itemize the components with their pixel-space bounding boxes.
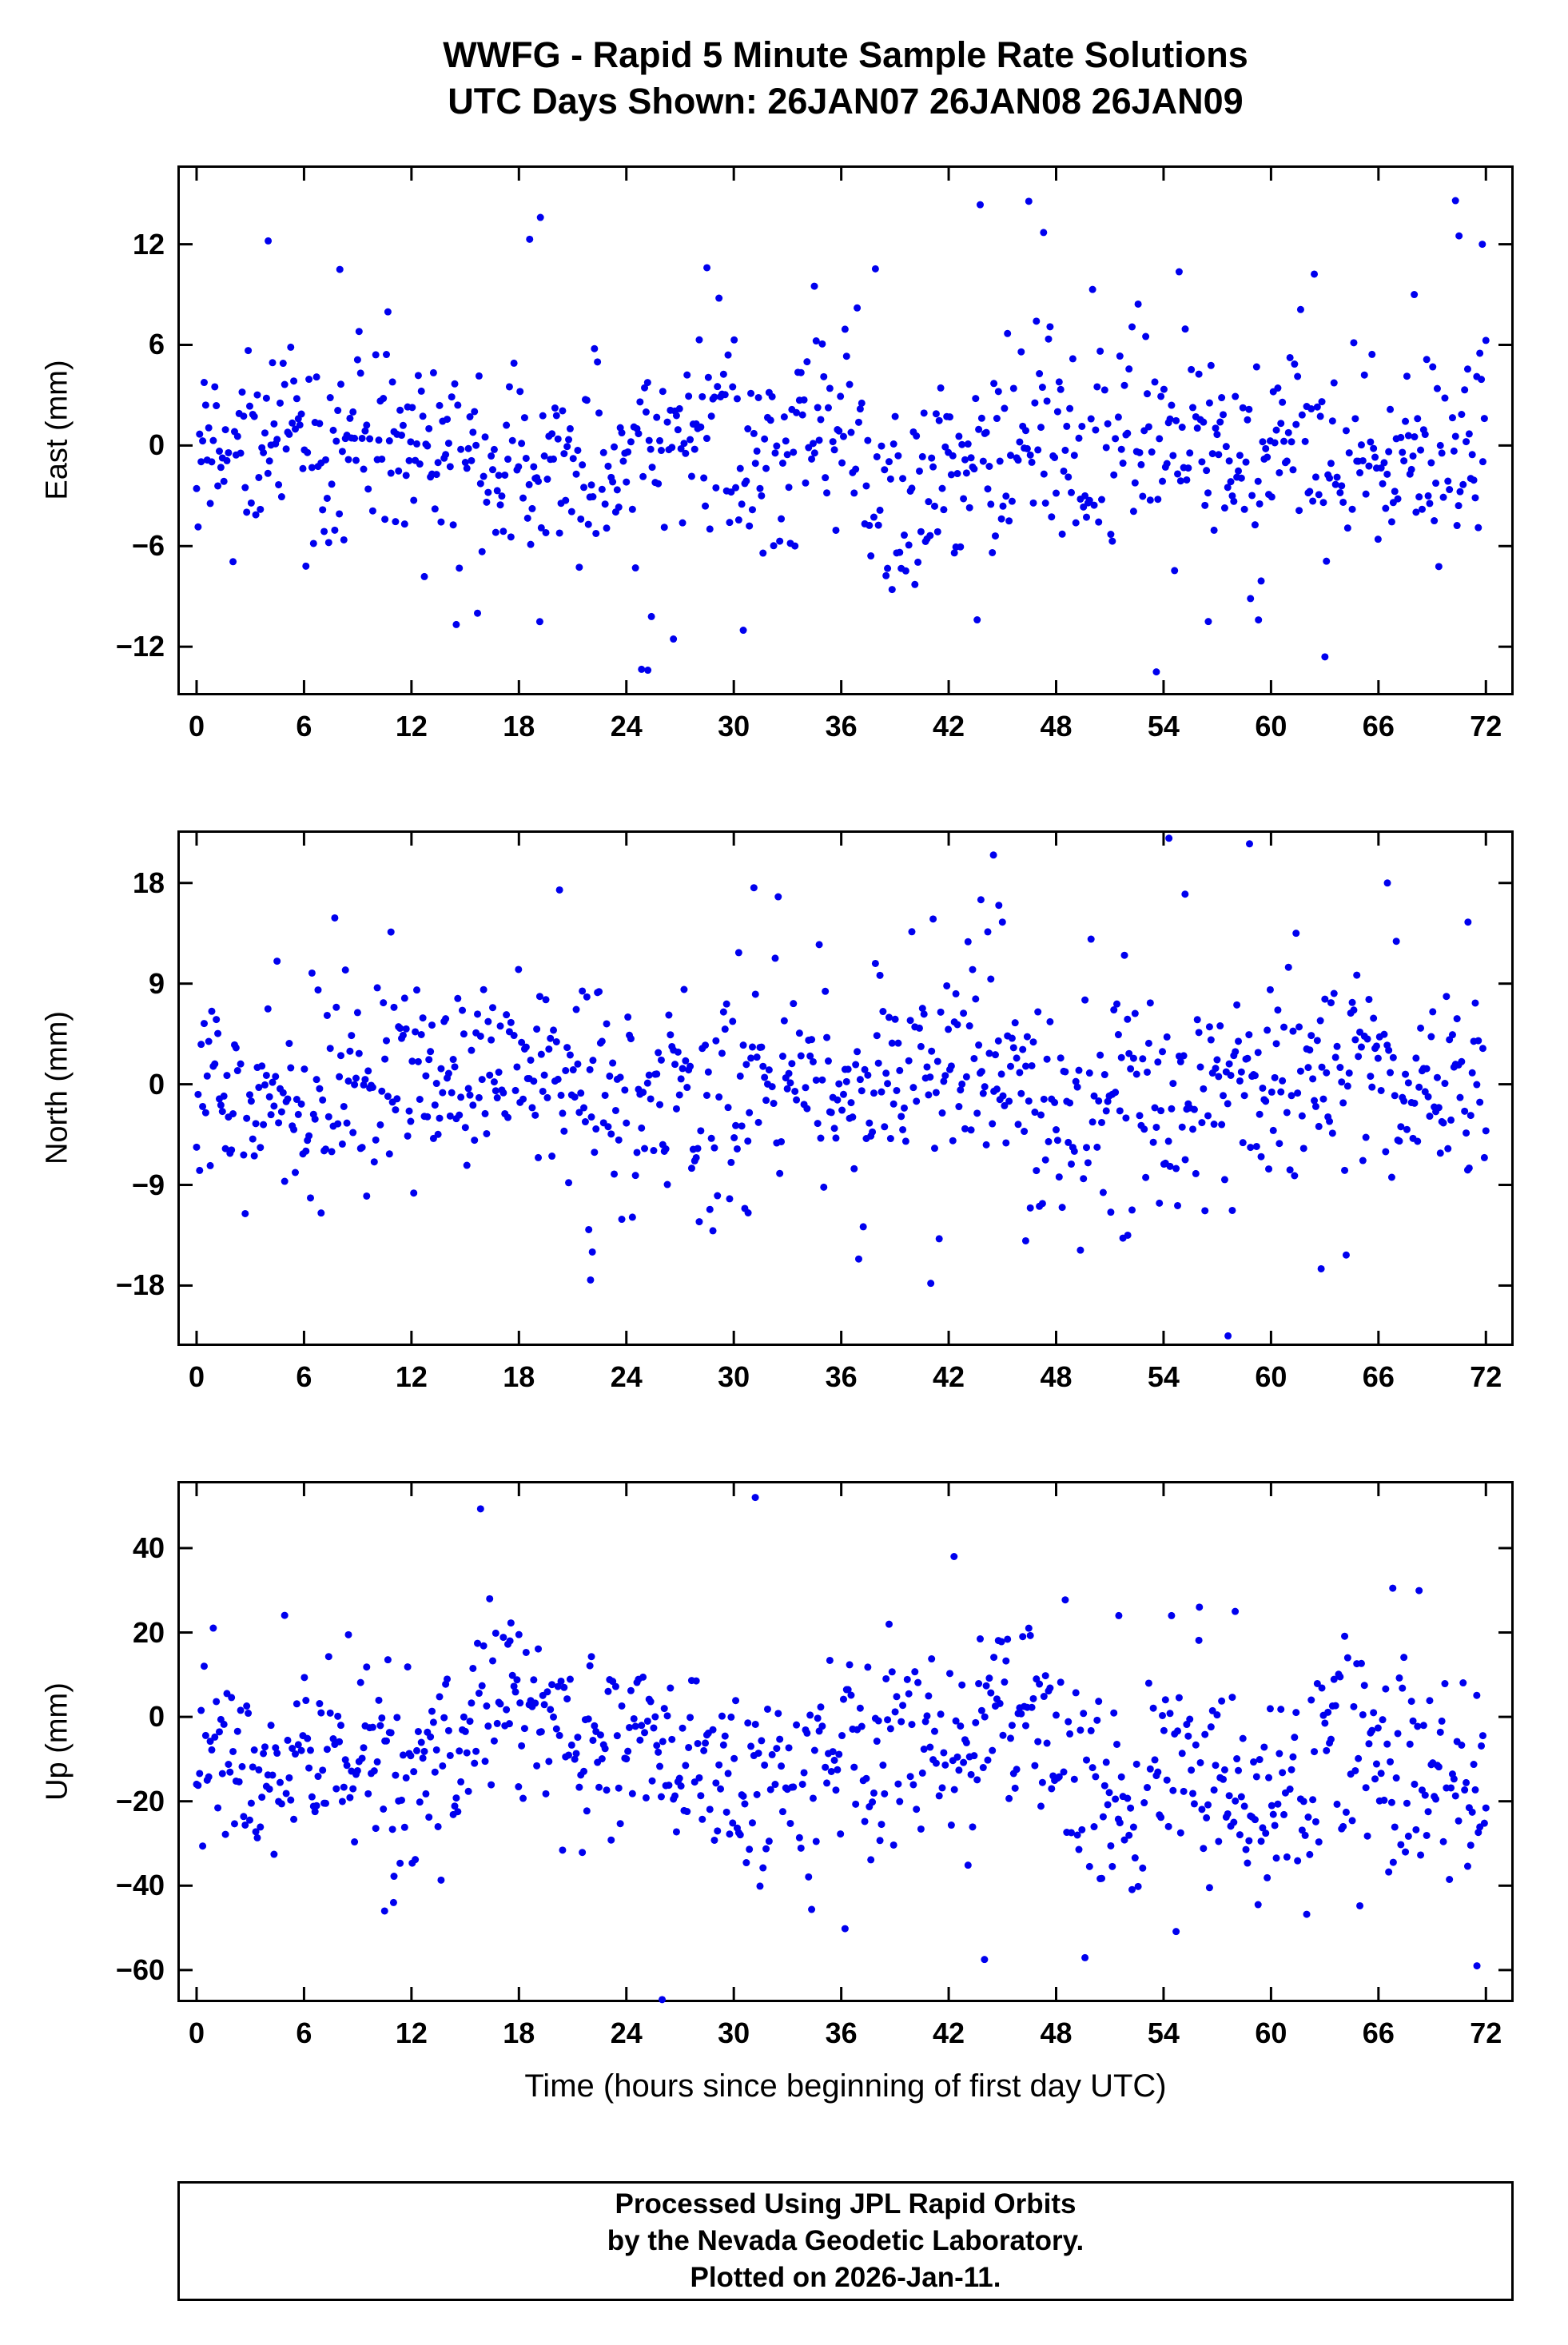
up-axis-label: Up (mm) (40, 1682, 74, 1801)
x-tick-label: 0 (188, 710, 205, 743)
x-tick-label: 72 (1470, 1360, 1502, 1393)
x-tick-label: 60 (1255, 710, 1287, 743)
y-tick-label: 6 (148, 328, 165, 361)
y-tick-label: 18 (132, 866, 165, 899)
axis-ticks (180, 833, 1511, 1344)
chart-title-line2: UTC Days Shown: 26JAN07 26JAN08 26JAN09 (448, 81, 1244, 121)
x-tick-label: 54 (1147, 2017, 1180, 2049)
x-tick-label: 18 (503, 710, 535, 743)
y-tick-label: −9 (131, 1168, 165, 1201)
x-tick-label: 12 (395, 2017, 428, 2049)
footer-box: Processed Using JPL Rapid Orbits by the … (177, 2181, 1514, 2301)
scatter-points (193, 197, 1490, 676)
plot-frame (177, 830, 1514, 1346)
scatter-points (193, 1494, 1490, 2004)
x-tick-label: 6 (296, 2017, 312, 2049)
footer-line3: Plotted on 2026-Jan-11. (690, 2262, 1001, 2293)
north-axis-label: North (mm) (40, 1010, 74, 1165)
axis-ticks (180, 1483, 1511, 2000)
x-tick-label: 60 (1255, 2017, 1287, 2049)
x-axis-label: Time (hours since beginning of first day… (524, 2068, 1167, 2104)
y-tick-label: −18 (115, 1268, 165, 1302)
x-tick-label: 48 (1040, 1360, 1073, 1393)
y-tick-label: 0 (148, 1700, 165, 1734)
panel-north: 0 6 12 18 24 30 36 42 48 54 60 66 72 −18 −9 0 9 18 (116, 830, 1514, 1393)
y-tick-label: 0 (148, 1067, 165, 1101)
x-tick-label: 72 (1470, 2017, 1502, 2049)
chart-title-line1: WWFG - Rapid 5 Minute Sample Rate Soluti… (443, 34, 1248, 75)
x-tick-label: 12 (395, 1360, 428, 1393)
east-axis-label: East (mm) (40, 360, 74, 500)
x-tick-label: 42 (933, 1360, 965, 1393)
north-plot-area (177, 830, 1514, 1346)
x-tick-label: 66 (1362, 2017, 1395, 2049)
x-tick-label: 42 (933, 710, 965, 743)
x-tick-label: 0 (188, 2017, 205, 2049)
y-tick-label: 20 (132, 1615, 165, 1649)
y-tick-label: −40 (115, 1869, 165, 1902)
y-tick-label: 0 (148, 428, 165, 462)
x-tick-label: 72 (1470, 710, 1502, 743)
axis-ticks (180, 168, 1511, 693)
plot-frame (177, 165, 1514, 695)
x-tick-label: 66 (1362, 710, 1395, 743)
x-tick-label: 18 (503, 2017, 535, 2049)
x-tick-label: 36 (825, 1360, 858, 1393)
y-tick-label: 40 (132, 1531, 165, 1564)
y-tick-label: −12 (115, 630, 165, 663)
x-tick-label: 30 (718, 2017, 750, 2049)
y-tick-label: 12 (132, 227, 165, 261)
x-tick-label: 0 (188, 1360, 205, 1393)
panel-up: 0 6 12 18 24 30 36 42 48 54 60 66 72 −60 −40 −20 0 20 40 (116, 1481, 1514, 2049)
up-plot-area (177, 1481, 1514, 2004)
plot-frame (177, 1481, 1514, 2002)
x-tick-label: 36 (825, 2017, 858, 2049)
y-tick-label: −60 (115, 1953, 165, 1986)
x-tick-label: 42 (933, 2017, 965, 2049)
scatter-points (193, 834, 1490, 1340)
x-tick-label: 24 (610, 2017, 643, 2049)
x-tick-label: 12 (395, 710, 428, 743)
x-tick-label: 24 (610, 710, 643, 743)
x-tick-label: 54 (1147, 710, 1180, 743)
x-tick-label: 30 (718, 1360, 750, 1393)
x-tick-label: 18 (503, 1360, 535, 1393)
footer-line2: by the Nevada Geodetic Laboratory. (607, 2225, 1084, 2256)
footer-line1: Processed Using JPL Rapid Orbits (615, 2188, 1077, 2220)
y-tick-label: −6 (131, 529, 165, 563)
x-tick-label: 66 (1362, 1360, 1395, 1393)
panel-east: 0 6 12 18 24 30 36 42 48 54 60 66 72 −12 −6 0 6 12 (116, 165, 1514, 743)
x-tick-label: 60 (1255, 1360, 1287, 1393)
x-tick-label: 54 (1147, 1360, 1180, 1393)
x-tick-label: 36 (825, 710, 858, 743)
east-plot-area (177, 165, 1514, 695)
x-tick-label: 48 (1040, 2017, 1073, 2049)
y-tick-label: −20 (115, 1784, 165, 1817)
x-tick-label: 6 (296, 1360, 312, 1393)
x-tick-label: 24 (610, 1360, 643, 1393)
chart-title: WWFG - Rapid 5 Minute Sample Rate Soluti… (177, 32, 1514, 125)
y-tick-label: 9 (148, 966, 165, 1000)
x-tick-label: 48 (1040, 710, 1073, 743)
x-tick-label: 6 (296, 710, 312, 743)
x-tick-label: 30 (718, 710, 750, 743)
